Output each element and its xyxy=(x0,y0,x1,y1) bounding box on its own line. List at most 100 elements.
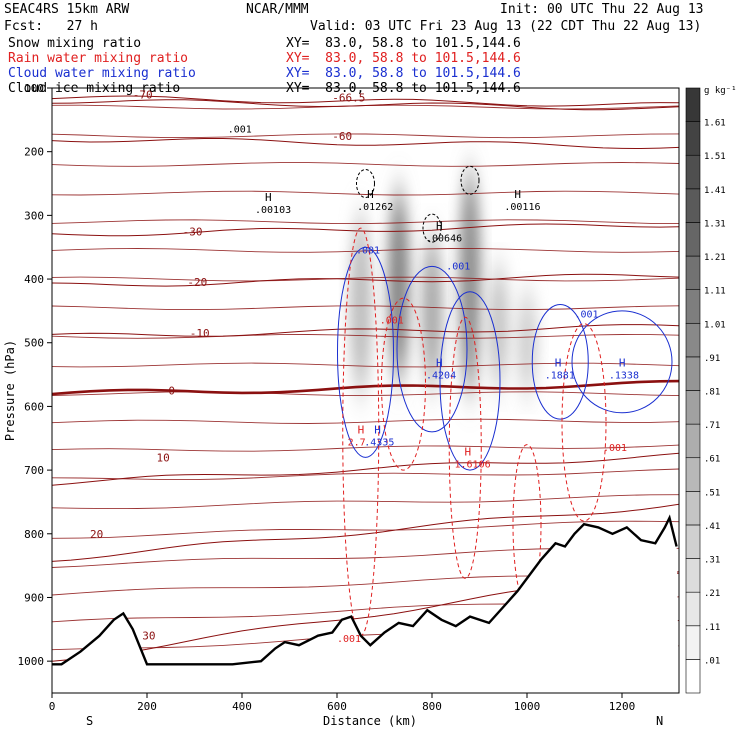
isotherm-10 xyxy=(52,452,679,486)
x-tick-label: 0 xyxy=(49,700,56,713)
colorbar-label: 1.61 xyxy=(704,119,726,129)
isotherm-line xyxy=(52,391,679,397)
rain-contour-8 xyxy=(512,444,542,605)
isotherm-line xyxy=(52,276,679,282)
isotherm-line xyxy=(52,444,679,452)
max-value-label: .01262 xyxy=(357,202,393,213)
colorbar-label: .71 xyxy=(704,421,720,431)
field-name-rain: Rain water mixing ratio xyxy=(8,51,189,66)
colorbar-label: .91 xyxy=(704,354,720,364)
y-tick-label: 300 xyxy=(24,209,44,222)
x-tick-label: 600 xyxy=(327,700,347,713)
isotherm-label: 30 xyxy=(142,630,155,643)
colorbar-segment xyxy=(685,87,701,122)
colorbar-segment xyxy=(685,121,701,156)
ice-contour-0 xyxy=(356,169,375,199)
colorbar-segment xyxy=(685,524,701,559)
isotherm-label: 0 xyxy=(168,385,175,398)
colorbar-segment xyxy=(685,255,701,290)
colorbar-label: 1.21 xyxy=(704,253,726,263)
isotherm-20 xyxy=(52,503,679,562)
isotherm-line xyxy=(52,190,679,196)
isotherm-line xyxy=(52,104,679,110)
isotherm-line xyxy=(52,305,679,311)
colorbar-label: 1.31 xyxy=(704,219,726,229)
max-value-label: 1.6106 xyxy=(455,460,491,471)
x-tick-label: 1200 xyxy=(609,700,636,713)
y-tick-label: 600 xyxy=(24,400,44,413)
isotherm--10 xyxy=(52,324,679,337)
x-axis-title: Distance (km) xyxy=(323,714,417,728)
cloud-contour-0 xyxy=(337,246,394,458)
max-marker: H xyxy=(358,423,365,436)
colorbar-segment xyxy=(685,322,701,358)
contour-label: .001 xyxy=(575,309,599,320)
colorbar-segment xyxy=(685,625,701,660)
max-value-label: .00646 xyxy=(426,234,462,245)
colorbar-label: 1.51 xyxy=(704,152,726,162)
field-name-snow: Snow mixing ratio xyxy=(8,36,142,51)
colorbar-segment xyxy=(685,289,701,324)
colorbar-segment xyxy=(685,591,701,627)
field-xy-rain: XY= 83.0, 58.8 to 101.5,144.6 xyxy=(286,51,521,66)
colorbar-label: .81 xyxy=(704,388,720,398)
colorbar-segment xyxy=(685,491,701,526)
isotherm--30 xyxy=(52,223,679,237)
max-value-label: .00116 xyxy=(504,202,540,213)
colorbar-label: 1.01 xyxy=(704,320,726,330)
isotherm-label: 10 xyxy=(157,451,170,464)
y-tick-label: 200 xyxy=(24,146,44,159)
snow-column-0 xyxy=(349,215,372,394)
ice-contour-2 xyxy=(460,165,480,195)
field-xy-snow: XY= 83.0, 58.8 to 101.5,144.6 xyxy=(286,36,521,51)
max-marker: H xyxy=(514,188,521,201)
y-tick-label: 100 xyxy=(24,82,44,95)
contour-label: .001 xyxy=(380,316,404,327)
contour-label: .001 xyxy=(228,125,252,136)
y-tick-label: 500 xyxy=(24,337,44,350)
terrain-fill xyxy=(52,517,679,693)
colorbar-segment xyxy=(685,659,701,694)
colorbar-segment xyxy=(685,356,701,391)
isotherm-line xyxy=(52,334,679,339)
contour-label: .001 xyxy=(446,262,470,273)
cloud-contour-3 xyxy=(531,304,589,420)
max-marker: H xyxy=(555,357,562,370)
max-value-label: .1338 xyxy=(609,371,639,382)
cloud-contour-1 xyxy=(396,265,468,433)
colorbar-label: .61 xyxy=(704,455,720,465)
isotherm--20 xyxy=(52,273,679,287)
max-marker: H xyxy=(465,446,472,459)
max-marker: H xyxy=(367,188,374,201)
isotherm-line xyxy=(52,494,679,510)
colorbar-label: .51 xyxy=(704,488,720,498)
snow-column-1 xyxy=(387,189,410,381)
colorbar-segment xyxy=(685,222,701,257)
max-marker: H xyxy=(436,357,443,370)
snow-column-2 xyxy=(421,234,443,388)
init-time: Init: 00 UTC Thu 22 Aug 13 xyxy=(500,2,704,17)
isotherm-label: -20 xyxy=(187,276,207,289)
field-name-cloud-water: Cloud water mixing ratio xyxy=(8,66,196,81)
max-marker: H xyxy=(436,220,443,233)
isotherm-label: -60 xyxy=(332,130,352,143)
max-value-label: .00103 xyxy=(255,205,291,216)
snow-column-3 xyxy=(459,170,481,394)
max-value-label: .4335 xyxy=(364,437,394,448)
isotherm-line xyxy=(52,162,679,167)
isotherm-line xyxy=(52,520,679,539)
y-axis-title: Pressure (hPa) xyxy=(3,340,17,441)
rain-contour-6 xyxy=(381,297,426,471)
isotherm-label: -10 xyxy=(190,327,210,340)
colorbar-label: .31 xyxy=(704,556,720,566)
y-tick-label: 1000 xyxy=(18,655,45,668)
isotherm-line xyxy=(52,468,679,481)
isotherm--70 xyxy=(52,95,679,107)
isotherm-label: 20 xyxy=(90,528,103,541)
rain-contour-9 xyxy=(561,323,607,522)
colorbar-segment xyxy=(685,188,701,223)
isotherm-line xyxy=(52,219,679,225)
isotherm-label: -70 xyxy=(133,88,153,101)
y-tick-label: 700 xyxy=(24,464,44,477)
y-tick-label: 400 xyxy=(24,273,44,286)
